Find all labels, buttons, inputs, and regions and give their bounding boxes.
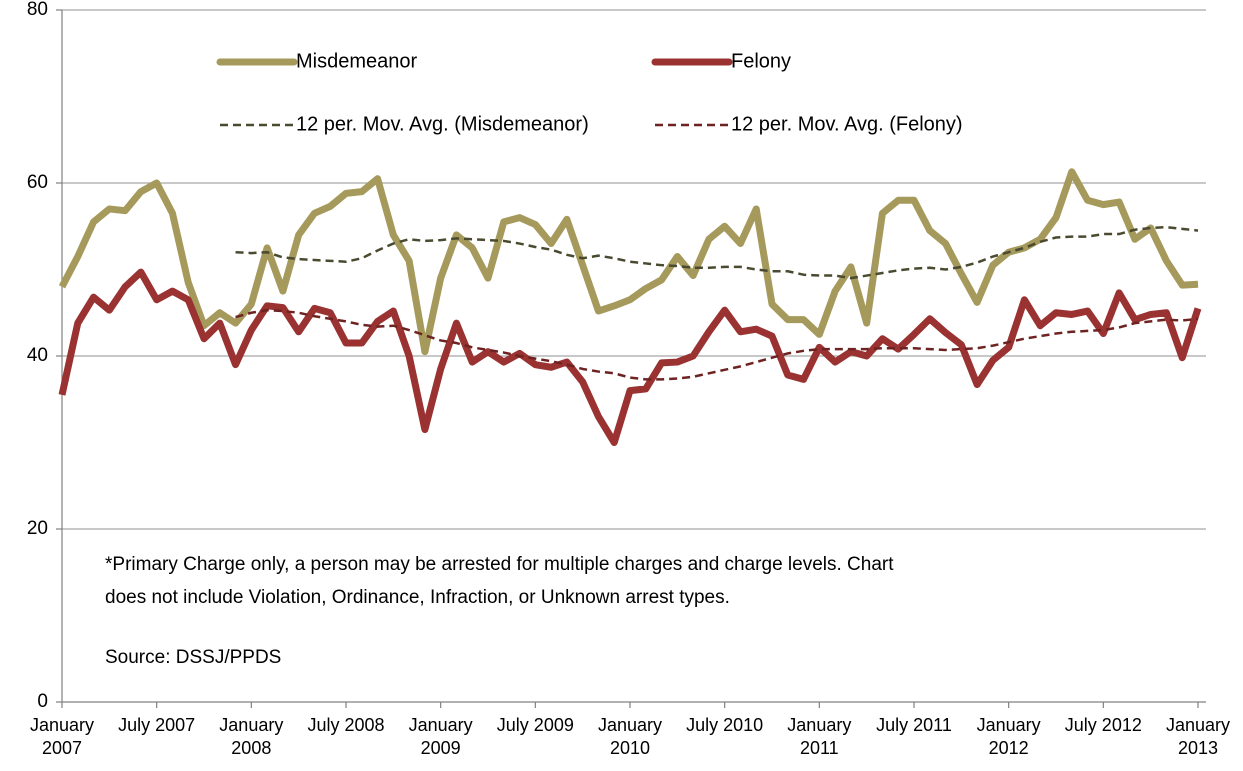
y-tick-label: 20 [27,518,48,539]
x-tick-label: January 2008 [219,715,284,758]
series-line [58,168,1199,356]
legend-label: 12 per. Mov. Avg. (Felony) [731,113,963,135]
x-tick-label: July 2010 [686,715,764,735]
y-tick-label: 60 [27,172,48,193]
x-tick-label: January 2013 [1165,715,1231,758]
y-tick-label: 0 [37,691,48,712]
x-tick-label: January 2012 [976,715,1041,758]
x-tick-label: July 2011 [876,715,952,735]
series-line [58,268,1202,446]
y-tick-label: 40 [27,345,48,366]
x-tick-label: July 2008 [307,715,385,735]
x-tick-label: January 2011 [787,715,852,758]
x-tick-label: January 2009 [408,715,473,758]
legend-label: Felony [731,50,791,72]
y-tick-label: 80 [27,0,48,20]
legend-label: Misdemeanor [296,50,418,72]
x-tick-label: July 2009 [496,715,574,735]
note-line: does not include Violation, Ordinance, I… [105,587,730,608]
x-tick-label: January 2007 [29,715,95,758]
note-line: *Primary Charge only, a person may be ar… [105,554,894,575]
x-tick-label: January 2010 [597,715,663,758]
x-tick-label: July 2007 [118,715,196,735]
legend-label: 12 per. Mov. Avg. (Misdemeanor) [296,113,589,135]
x-tick-label: July 2012 [1064,715,1142,735]
moving-average-line [235,308,1199,381]
source-note: Source: DSSJ/PPDS [105,647,281,668]
